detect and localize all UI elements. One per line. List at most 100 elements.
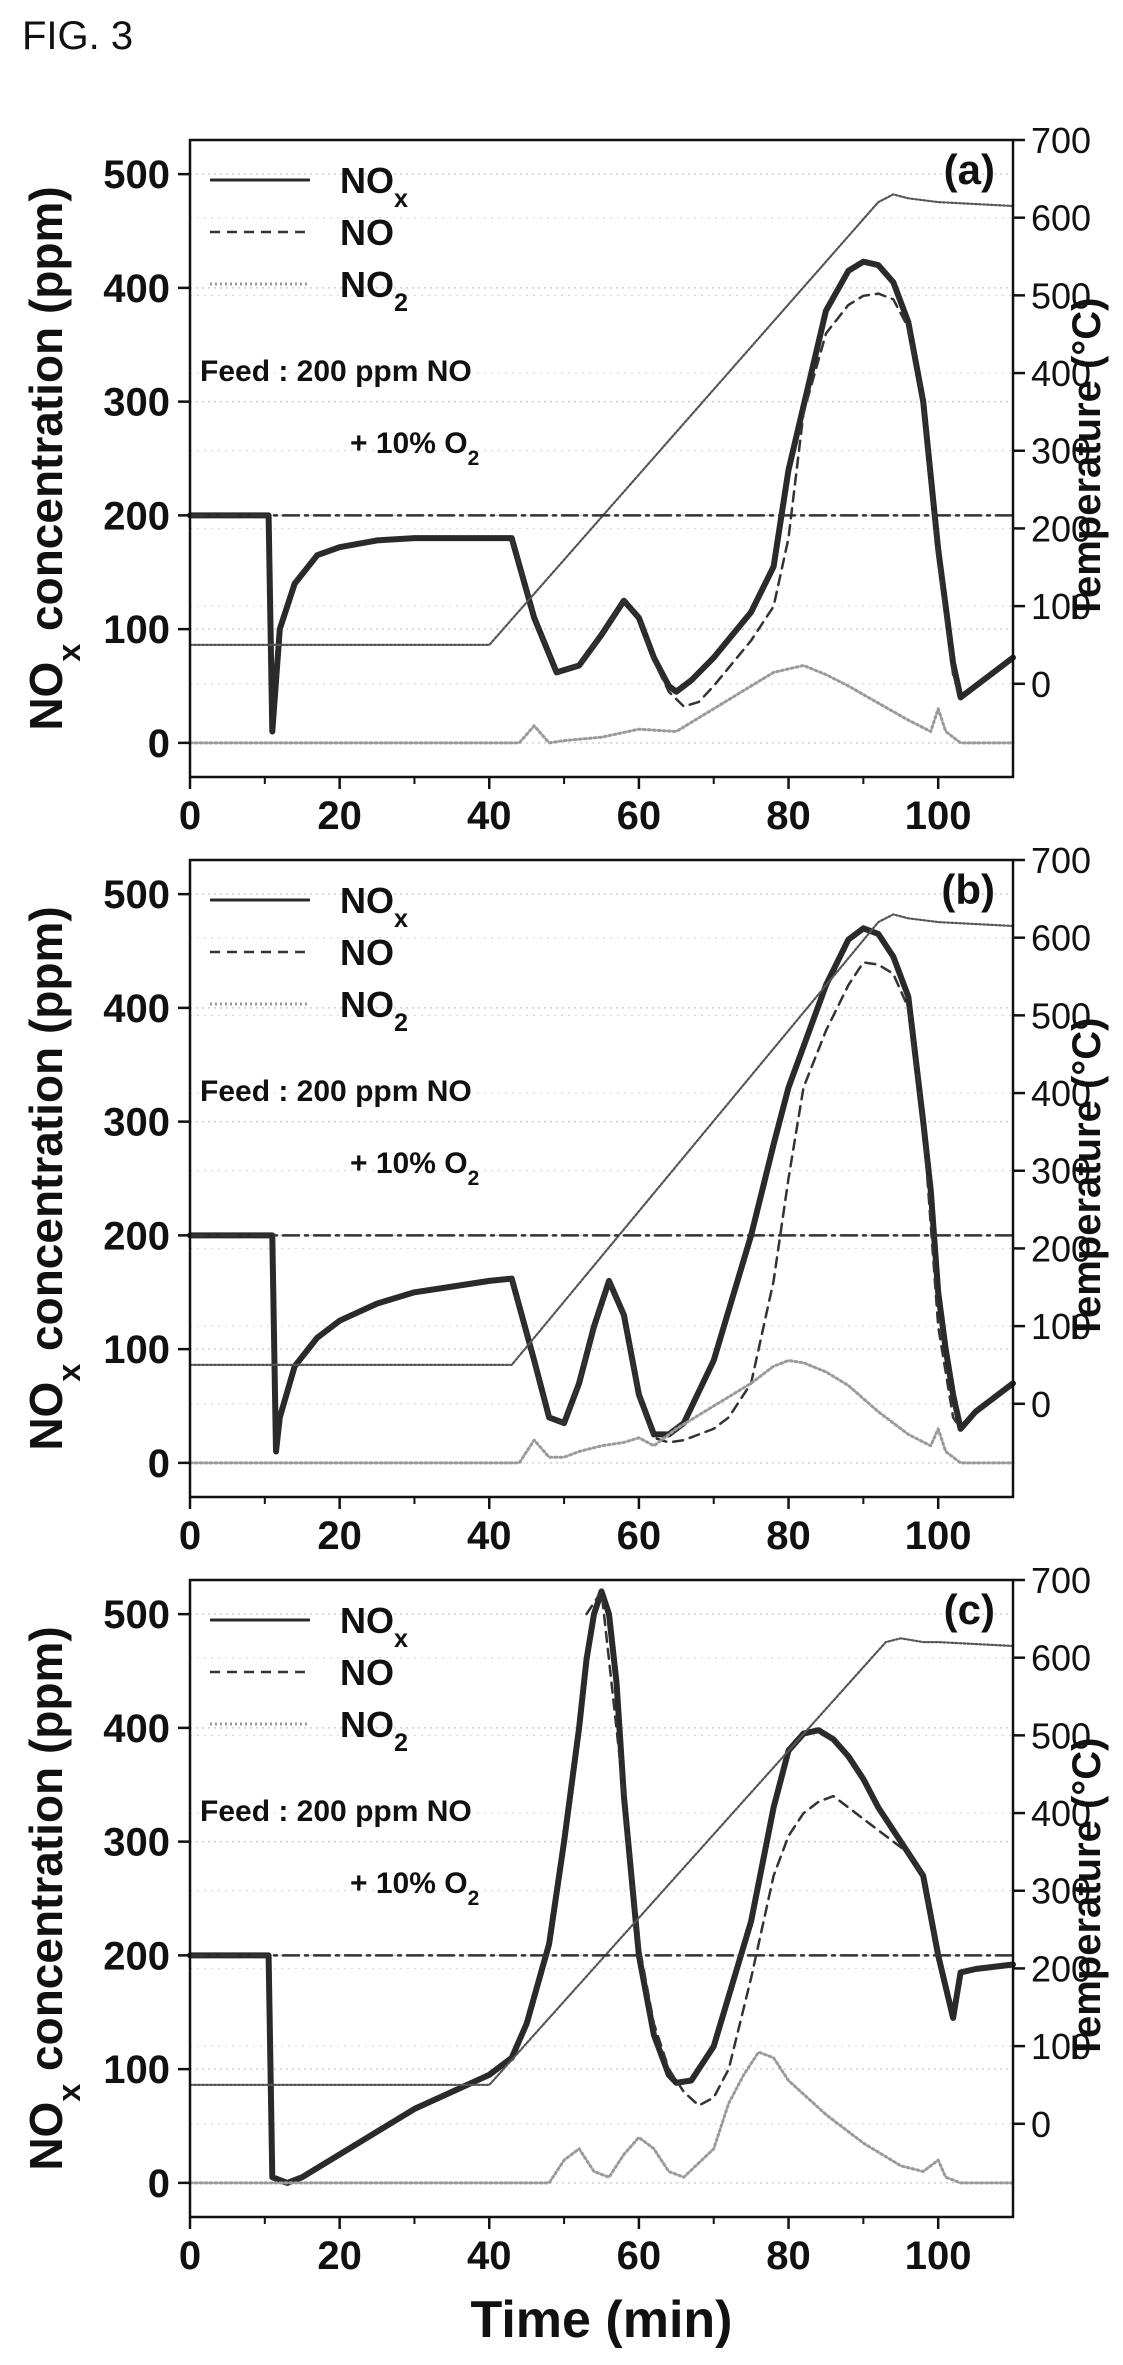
legend-label-nox: NOx (340, 880, 408, 933)
feed-annotation: Feed : 200 ppm NO (200, 1795, 472, 1828)
y2-tick-label: 300 (1031, 1871, 1091, 1912)
y2-tick-label: 100 (1031, 586, 1091, 627)
y2-tick-label: 500 (1031, 995, 1091, 1036)
x-tick-label: 40 (467, 794, 512, 838)
feed-annotation-oxygen: + 10% O2 (350, 1867, 479, 1910)
y2-tick-label: 300 (1031, 1151, 1091, 1192)
series-no (585, 1590, 940, 2107)
x-tick-label: 80 (766, 1514, 811, 1558)
x-tick-label: 0 (179, 2234, 201, 2278)
y-tick-label: 500 (103, 873, 170, 917)
y-tick-label: 0 (148, 722, 170, 766)
legend-label-no: NO (340, 212, 394, 253)
y2-tick-label: 0 (1031, 1384, 1051, 1425)
y-tick-label: 0 (148, 2162, 170, 2206)
series-no (510, 961, 962, 1444)
x-tick-label: 100 (905, 794, 972, 838)
y2-tick-label: 600 (1031, 198, 1091, 239)
y-axis-label: NOx concentration (ppm) (20, 1626, 87, 2170)
y2-tick-label: 600 (1031, 1638, 1091, 1679)
x-tick-label: 80 (766, 794, 811, 838)
y-tick-label: 400 (103, 987, 170, 1031)
y-tick-label: 300 (103, 381, 170, 425)
y2-tick-label: 100 (1031, 2026, 1091, 2067)
legend-label-no: NO (340, 1652, 394, 1693)
y2-tick-label: 700 (1031, 120, 1091, 161)
y-tick-label: 400 (103, 1707, 170, 1751)
y2-tick-label: 200 (1031, 1228, 1091, 1269)
y2-axis-label: Temperature (°C) (1065, 298, 1109, 620)
plot-frame (188, 1578, 1015, 2219)
figure-label: FIG. 3 (22, 14, 134, 58)
y2-tick-label: 400 (1031, 1073, 1091, 1114)
series-nox (187, 1588, 1016, 2186)
series-temperature (188, 193, 1015, 647)
panel-b: 0 20 40 60 80 100 0 100 200 300 400 500 0 100 200 300 40… (20, 840, 1109, 1558)
y-axis-label: NOx concentration (ppm) (20, 186, 87, 730)
panel-label: (a) (944, 146, 995, 193)
x-tick-label: 0 (179, 1514, 201, 1558)
legend-label-no2: NO2 (340, 984, 408, 1037)
y2-tick-label: 500 (1031, 275, 1091, 316)
x-tick-label: 60 (617, 794, 662, 838)
x-tick-label: 40 (467, 1514, 512, 1558)
x-tick-label: 20 (317, 2234, 362, 2278)
x-tick-label: 0 (179, 794, 201, 838)
x-tick-label: 100 (905, 2234, 972, 2278)
feed-annotation-oxygen: + 10% O2 (350, 1147, 479, 1190)
series-no2 (188, 664, 1015, 745)
y2-axis-label: Temperature (°C) (1065, 1018, 1109, 1340)
y2-tick-label: 300 (1031, 431, 1091, 472)
y2-tick-label: 400 (1031, 1793, 1091, 1834)
y2-axis-label: Temperature (°C) (1065, 1738, 1109, 2060)
plot-frame (188, 138, 1015, 779)
series-temperature (188, 1637, 1015, 2086)
y-tick-label: 200 (103, 494, 170, 538)
series-no2 (188, 2050, 1015, 2185)
legend-label-no: NO (340, 932, 394, 973)
legend-label-no2: NO2 (340, 1704, 408, 1757)
y-tick-label: 500 (103, 1593, 170, 1637)
legend-label-no2: NO2 (340, 264, 408, 317)
y2-tick-label: 200 (1031, 1948, 1091, 1989)
y2-tick-label: 400 (1031, 353, 1091, 394)
x-tick-label: 100 (905, 1514, 972, 1558)
y2-tick-label: 600 (1031, 918, 1091, 959)
x-tick-label: 80 (766, 2234, 811, 2278)
x-tick-label: 20 (317, 794, 362, 838)
y-tick-label: 200 (103, 1934, 170, 1978)
panel-c: 0 20 40 60 80 100 0 100 200 300 400 500 0 100 200 300 40… (20, 1560, 1109, 2349)
series-nox (187, 925, 1016, 1455)
series-nox (187, 258, 1016, 735)
y-tick-label: 100 (103, 608, 170, 652)
y2-tick-label: 700 (1031, 1560, 1091, 1601)
x-axis-label: Time (min) (471, 2291, 733, 2349)
feed-annotation: Feed : 200 ppm NO (200, 1075, 472, 1108)
series-no2 (188, 1359, 1015, 1465)
panel-label: (c) (944, 1586, 995, 1633)
y2-tick-label: 200 (1031, 508, 1091, 549)
y2-tick-label: 700 (1031, 840, 1091, 881)
x-tick-label: 60 (617, 1514, 662, 1558)
y-tick-label: 400 (103, 267, 170, 311)
y2-tick-label: 0 (1031, 664, 1051, 705)
y-tick-label: 300 (103, 1101, 170, 1145)
series-temperature (188, 913, 1015, 1367)
panel-label: (b) (941, 866, 995, 913)
y-tick-label: 500 (103, 153, 170, 197)
y-axis-label: NOx concentration (ppm) (20, 906, 87, 1450)
panel-a: 0 20 40 60 80 100 0 100 200 300 400 500 0 100 200 300 40… (20, 120, 1109, 838)
legend-label-nox: NOx (340, 1600, 408, 1653)
plot-frame (188, 858, 1015, 1499)
y-tick-label: 200 (103, 1214, 170, 1258)
legend-label-nox: NOx (340, 160, 408, 213)
series-no (510, 292, 962, 708)
x-tick-label: 60 (617, 2234, 662, 2278)
y-tick-label: 100 (103, 2048, 170, 2092)
y-tick-label: 100 (103, 1328, 170, 1372)
y2-tick-label: 100 (1031, 1306, 1091, 1347)
feed-annotation: Feed : 200 ppm NO (200, 355, 472, 388)
y2-tick-label: 500 (1031, 1715, 1091, 1756)
y2-tick-label: 0 (1031, 2104, 1051, 2145)
